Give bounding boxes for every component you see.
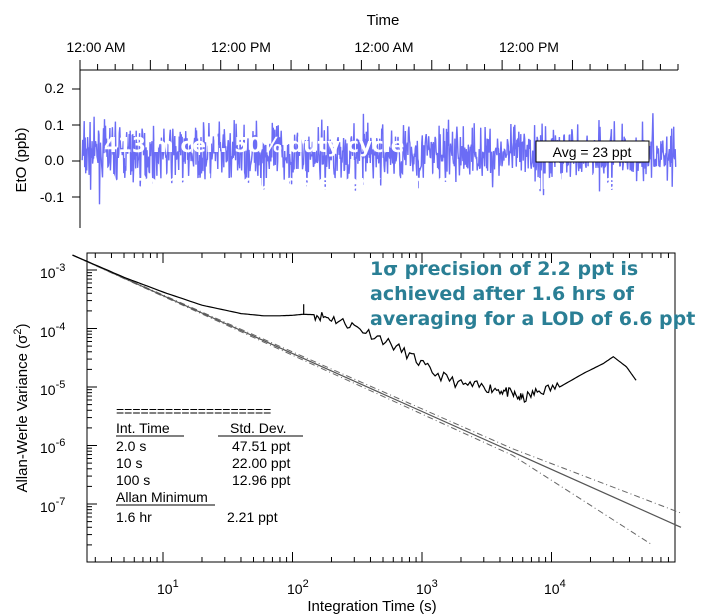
allan-frame [86, 252, 676, 563]
top-x-tick-label: 12:00 AM [66, 39, 125, 55]
cell-annotation: 413 m cell. 50% duty cycle [104, 133, 404, 157]
allan-y-tick-labels: 10-3 10-4 10-5 10-6 10-7 [40, 262, 65, 515]
top-x-tick-labels: 12:00 AM 12:00 PM 12:00 AM 12:00 PM [66, 39, 559, 55]
top-x-ticks [72, 60, 679, 198]
stats-row-dev: 22.00 ppt [232, 455, 290, 471]
allan-y-tick-label: 10-6 [40, 437, 65, 456]
stats-min-time: 1.6 hr [116, 509, 152, 525]
stats-row-time: 10 s [116, 455, 142, 471]
stats-min-dev: 2.21 ppt [227, 509, 278, 525]
allan-y-tick-label: 10-7 [40, 496, 65, 515]
stats-col1-header: Int. Time [116, 420, 170, 436]
background-annotation: Auto-backgrounds every 2-min on scrubbed… [104, 170, 636, 194]
allan-x-tick-label: 103 [416, 578, 438, 597]
precision-line-3: averaging for a LOD of 6.6 ppt [370, 308, 695, 330]
top-y-tick-label: -0.1 [40, 189, 64, 205]
precision-annotation: 1σ precision of 2.2 ppt is achieved afte… [370, 258, 695, 330]
stats-row-time: 100 s [116, 472, 150, 488]
allan-panel: 10-3 10-4 10-5 10-6 10-7 101 102 103 104… [12, 252, 695, 615]
allan-lines [72, 254, 682, 546]
top-ylabel: EtO (ppb) [13, 127, 30, 192]
allan-ylabel: Allan-Werle Variance (σ2) [12, 323, 31, 492]
stats-row-dev: 12.96 ppt [232, 472, 290, 488]
allan-xlabel: Integration Time (s) [307, 598, 436, 615]
allan-x-tick-labels: 101 102 103 104 [157, 578, 566, 597]
allan-x-tick-label: 104 [544, 578, 566, 597]
allan-curve [72, 254, 637, 404]
top-x-tick-label: 12:00 AM [354, 39, 413, 55]
top-x-tick-label: 12:00 PM [499, 39, 559, 55]
top-xlabel: Time [367, 12, 400, 29]
avg-box: Avg = 23 ppt [535, 140, 650, 163]
allan-x-tick-label: 102 [287, 578, 309, 597]
allan-fit-line [72, 254, 682, 528]
stats-row-time: 2.0 s [116, 438, 146, 454]
stats-min-header: Allan Minimum [116, 489, 208, 505]
stats-table: =================== Int. Time Std. Dev. … [116, 403, 303, 525]
allan-ticks [87, 253, 669, 562]
allan-y-tick-label: 10-3 [40, 262, 65, 281]
allan-y-tick-label: 10-5 [40, 379, 65, 398]
top-y-tick-label: 0.2 [45, 80, 65, 96]
top-y-tick-label: 0.1 [45, 117, 65, 133]
allan-fit-lower [72, 254, 653, 546]
top-x-tick-label: 12:00 PM [211, 39, 271, 55]
precision-line-1: 1σ precision of 2.2 ppt is [370, 258, 638, 280]
stats-row-dev: 47.51 ppt [232, 438, 290, 454]
allan-fit-upper [72, 254, 682, 514]
stats-col2-header: Std. Dev. [230, 420, 287, 436]
avg-label: Avg = 23 ppt [553, 144, 632, 160]
timeseries-panel: Time 12:00 AM 12:00 PM 12:00 AM 12:00 PM… [13, 12, 679, 228]
allan-x-tick-label: 101 [157, 578, 179, 597]
top-y-tick-labels: 0.2 0.1 0.0 -0.1 [40, 80, 64, 205]
precision-line-2: achieved after 1.6 hrs of [370, 283, 635, 305]
allan-y-tick-label: 10-4 [40, 321, 65, 340]
top-y-tick-label: 0.0 [45, 152, 65, 168]
stats-separator: =================== [116, 403, 271, 419]
